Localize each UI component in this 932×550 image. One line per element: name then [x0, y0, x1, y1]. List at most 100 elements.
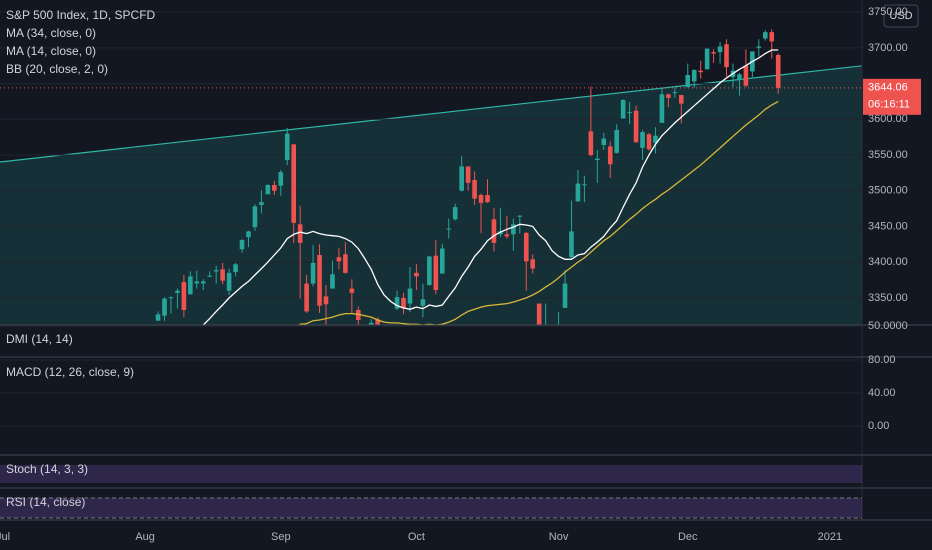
y-tick-label: 3500.00	[868, 185, 908, 197]
candle-body	[433, 255, 439, 290]
candle-body	[439, 248, 445, 274]
price-label: 3644.06	[868, 82, 908, 94]
candle-body	[588, 131, 594, 155]
candle-body	[336, 257, 342, 262]
x-tick-label: Jul	[0, 531, 10, 543]
candle-body	[330, 274, 335, 289]
x-tick-label: Sep	[271, 531, 291, 543]
candle-body	[465, 166, 471, 183]
ma-line	[297, 100, 779, 325]
candle-body	[207, 275, 213, 277]
panel-label: DMI (14, 14)	[6, 332, 73, 346]
y-tick-label: 3350.00	[868, 292, 908, 304]
currency-button[interactable]	[883, 4, 919, 28]
candle-body	[504, 234, 510, 237]
candle-body	[181, 282, 187, 310]
candle-body	[595, 158, 600, 160]
candle-body	[349, 288, 355, 293]
candle-body	[226, 272, 232, 291]
candle-body	[536, 303, 542, 325]
candle-body	[394, 297, 400, 309]
candle-body	[601, 138, 607, 145]
candle-body	[446, 228, 452, 230]
y-tick-label: 50.0000	[868, 320, 908, 332]
y-tick-label: 3600.00	[868, 113, 908, 125]
currency-label: USD	[889, 10, 912, 22]
candle-body	[375, 319, 380, 325]
candle-body	[401, 297, 406, 309]
y-tick-label: 3450.00	[868, 220, 908, 232]
candle-body	[233, 264, 238, 273]
candle-body	[485, 195, 490, 203]
panel-label: Stoch (14, 3, 3)	[6, 462, 88, 476]
countdown-label: 06:16:11	[868, 99, 910, 111]
candle-body	[175, 290, 180, 293]
candle-body	[252, 206, 258, 228]
candle-body	[756, 46, 762, 48]
legend-entry: MA (34, close, 0)	[6, 26, 96, 40]
candle-body	[698, 70, 703, 73]
candle-body	[297, 224, 303, 243]
y-tick-label: 3700.00	[868, 42, 908, 54]
candle-body	[769, 32, 775, 42]
candle-body	[511, 224, 516, 235]
candle-body	[737, 74, 742, 80]
candle-body	[633, 110, 639, 143]
candle-body	[743, 65, 749, 86]
candle-body	[646, 134, 652, 150]
candle-body	[717, 46, 723, 53]
chart-title: S&P 500 Index, 1D, SPCFD	[6, 8, 156, 22]
candle-body	[343, 254, 348, 273]
price-box	[863, 78, 921, 115]
candle-body	[607, 146, 613, 165]
candle-body	[265, 185, 271, 195]
candle-body	[427, 256, 432, 285]
candle-body	[414, 272, 419, 277]
candle-body	[356, 310, 361, 320]
candle-body	[291, 144, 296, 223]
candle-body	[459, 166, 464, 191]
candle-body	[653, 135, 658, 143]
candle-body	[666, 94, 671, 98]
candle-body	[672, 92, 678, 94]
candle-body	[523, 232, 529, 262]
x-tick-label: Oct	[408, 531, 425, 543]
rsi-band	[0, 498, 862, 518]
x-tick-label: Nov	[549, 531, 569, 543]
candle-body	[498, 231, 503, 235]
candle-body	[491, 219, 497, 243]
y-tick-label: 40.00	[868, 387, 896, 399]
candle-body	[246, 231, 251, 238]
ma-line	[202, 49, 779, 325]
candle-body	[582, 184, 587, 186]
candle-body	[517, 215, 523, 217]
candle-body	[640, 132, 645, 148]
candle-body	[691, 70, 697, 82]
candle-body	[562, 283, 568, 308]
candle-body	[775, 55, 781, 88]
candle-body	[220, 269, 225, 281]
candle-body	[530, 259, 536, 269]
candle-body	[711, 52, 716, 54]
candle-body	[569, 231, 574, 258]
legend-entry: MA (14, close, 0)	[6, 44, 96, 58]
candle-body	[200, 281, 206, 284]
candle-body	[188, 276, 193, 295]
x-tick-label: Dec	[678, 531, 698, 543]
y-tick-label: 0.00	[868, 420, 889, 432]
candle-body	[162, 298, 167, 316]
candle-body	[259, 202, 264, 205]
candle-body	[368, 322, 374, 325]
trend-fill	[0, 65, 862, 325]
candle-body	[620, 100, 626, 119]
candle-body	[679, 95, 684, 104]
y-tick-label: 3400.00	[868, 256, 908, 268]
candle-body	[407, 288, 413, 304]
x-tick-label: Aug	[135, 531, 155, 543]
panel-label: MACD (12, 26, close, 9)	[6, 365, 134, 379]
main-panel	[0, 11, 862, 325]
candle-body	[304, 283, 309, 312]
y-tick-label: 3550.00	[868, 149, 908, 161]
